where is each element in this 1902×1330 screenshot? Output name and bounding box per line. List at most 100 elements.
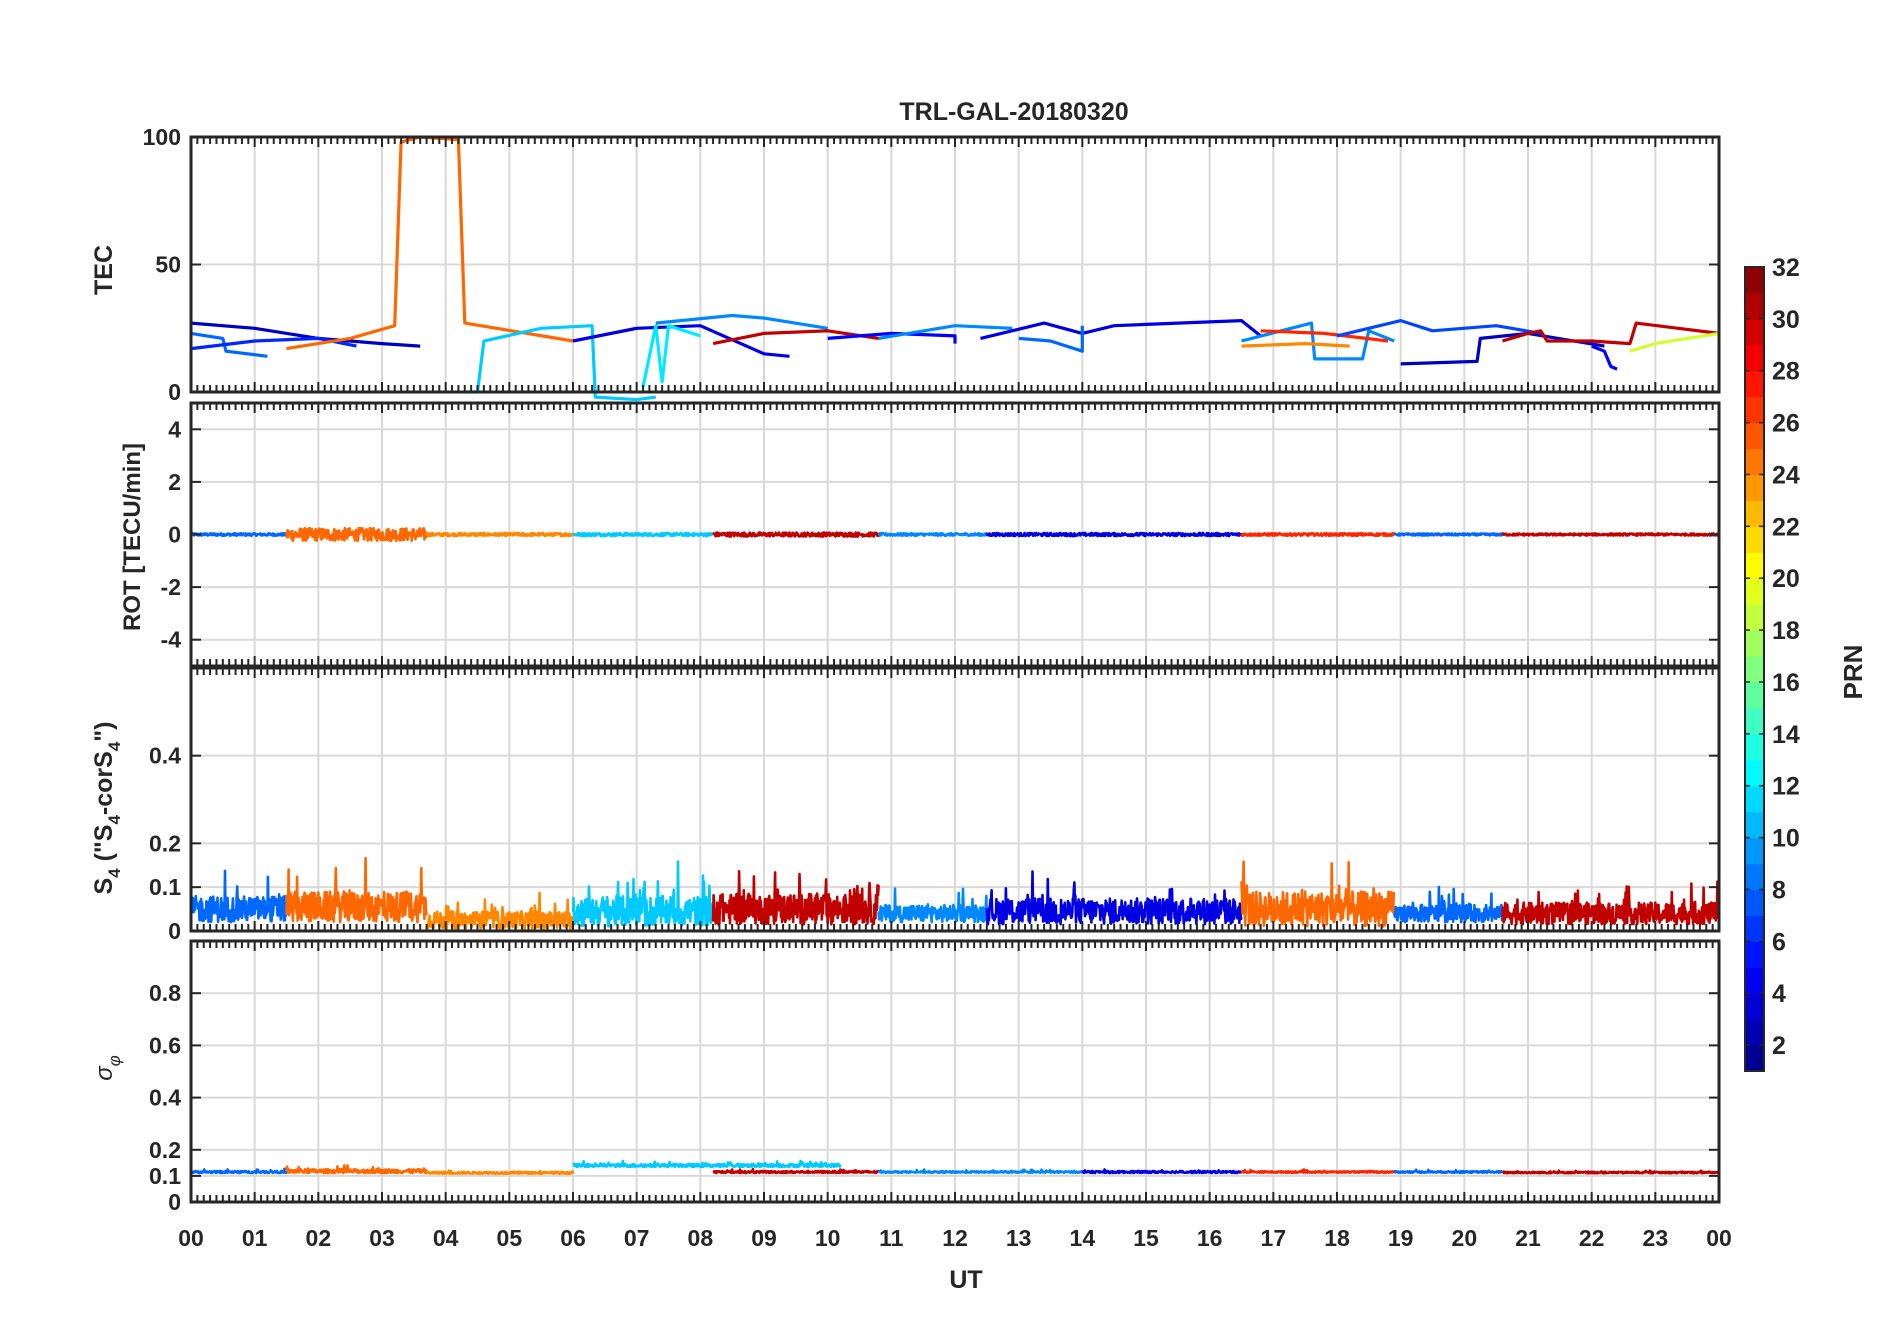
sigma-series-prn-30 bbox=[712, 1167, 880, 1175]
colorbar-tick-label: 22 bbox=[1772, 513, 1800, 541]
colorbar-band bbox=[1745, 656, 1764, 683]
colorbar-tick-label: 18 bbox=[1772, 617, 1800, 645]
x-tick-label: 07 bbox=[624, 1225, 650, 1251]
y-tick-label: 100 bbox=[143, 124, 181, 150]
colorbar-band bbox=[1745, 500, 1764, 527]
colorbar-band bbox=[1745, 1045, 1764, 1072]
x-tick-label: 21 bbox=[1515, 1225, 1541, 1251]
x-tick-label: 12 bbox=[942, 1225, 968, 1251]
tec-series-prn-19 bbox=[1629, 331, 1720, 353]
colorbar-band bbox=[1745, 552, 1764, 579]
x-tick-label: 23 bbox=[1643, 1225, 1669, 1251]
sigma-series-prn-30 bbox=[1501, 1169, 1721, 1175]
rot-series-prn-4 bbox=[985, 531, 1243, 538]
y-tick-label: 0.1 bbox=[149, 1163, 181, 1189]
colorbar-tick-label: 32 bbox=[1772, 254, 1800, 282]
panel-tec-grid bbox=[191, 137, 1719, 392]
colorbar-band bbox=[1745, 785, 1764, 813]
y-tick-label: 0.2 bbox=[149, 830, 181, 856]
tec-axis-label: TEC bbox=[90, 245, 118, 295]
y-tick-label: -2 bbox=[161, 574, 181, 600]
colorbar-band bbox=[1745, 811, 1764, 839]
panel-rot-data bbox=[189, 526, 1720, 543]
colorbar-band bbox=[1745, 370, 1764, 398]
colorbar-label: PRN bbox=[1838, 645, 1868, 700]
colorbar-band bbox=[1745, 292, 1764, 320]
x-tick-label: 10 bbox=[815, 1225, 841, 1251]
y-tick-label: 0.8 bbox=[149, 980, 181, 1006]
y-tick-label: 0.6 bbox=[149, 1032, 181, 1058]
rot-series-prn-30 bbox=[1501, 532, 1720, 537]
x-tick-label: 06 bbox=[560, 1225, 586, 1251]
y-tick-label: 0.4 bbox=[149, 743, 181, 769]
tec-series-prn-12 bbox=[641, 324, 701, 388]
rot-series-prn-11 bbox=[572, 531, 714, 538]
sigma-series-prn-8 bbox=[189, 1167, 288, 1175]
x-tick-label: 03 bbox=[369, 1225, 395, 1251]
sigma-series-prn-11 bbox=[572, 1159, 842, 1169]
s4-series-prn-30 bbox=[711, 869, 880, 926]
y-tick-label: 0 bbox=[168, 918, 181, 944]
colorbar-band bbox=[1745, 707, 1764, 735]
tec-series-prn-5 bbox=[827, 331, 957, 344]
colorbar-band bbox=[1745, 863, 1764, 891]
x-tick-label: 01 bbox=[242, 1225, 268, 1251]
sigma-series-prn-4 bbox=[1081, 1168, 1243, 1175]
colorbar-band bbox=[1745, 422, 1764, 450]
y-tick-label: 0.1 bbox=[149, 874, 181, 900]
s4-series-prn-30 bbox=[1501, 880, 1721, 926]
colorbar-band bbox=[1745, 396, 1764, 424]
colorbar-tick-label: 14 bbox=[1772, 721, 1800, 749]
s4-series-prn-9 bbox=[877, 887, 989, 924]
colorbar-band bbox=[1745, 993, 1764, 1020]
tec-series-prn-27 bbox=[1260, 329, 1389, 343]
tec-series-prn-9 bbox=[1241, 321, 1395, 361]
rot-series-prn-25 bbox=[285, 526, 428, 543]
s4-series-prn-25 bbox=[1240, 860, 1396, 928]
colorbar-band bbox=[1745, 915, 1764, 942]
tec-series-prn-4 bbox=[980, 319, 1262, 340]
colorbar-band bbox=[1745, 681, 1764, 709]
colorbar-frame bbox=[1744, 266, 1765, 1072]
y-tick-label: 2 bbox=[168, 469, 181, 495]
rot-series-prn-8 bbox=[189, 531, 288, 538]
colorbar-tick-label: 8 bbox=[1772, 876, 1786, 904]
y-tick-label: 50 bbox=[155, 252, 181, 278]
tec-series-prn-25 bbox=[286, 135, 574, 351]
colorbar-band bbox=[1745, 733, 1764, 761]
sigma-series-prn-25 bbox=[285, 1164, 428, 1175]
tec-series-prn-30 bbox=[712, 329, 879, 346]
rot-series-prn-27 bbox=[1240, 531, 1396, 538]
x-tick-label: 19 bbox=[1388, 1225, 1414, 1251]
y-tick-label: 0 bbox=[168, 379, 181, 405]
x-tick-label: 02 bbox=[306, 1225, 332, 1251]
s4-series-prn-4 bbox=[985, 870, 1243, 926]
panel-s4-ticks bbox=[190, 668, 1720, 932]
x-tick-label: 00 bbox=[178, 1225, 204, 1251]
x-axis: 00 01 02 03 04 05 06 07 08 09 10 11 12 13 14 15 16 17 18 19… bbox=[178, 1225, 1732, 1251]
rot-series-prn-24 bbox=[425, 531, 574, 538]
x-tick-label: 18 bbox=[1324, 1225, 1350, 1251]
colorbar-band bbox=[1745, 759, 1764, 787]
colorbar-tick-label: 2 bbox=[1772, 1032, 1786, 1060]
tec-series-prn-3 bbox=[1400, 331, 1605, 366]
tec-series-prn-9 bbox=[878, 324, 1013, 340]
colorbar-band bbox=[1745, 344, 1764, 372]
x-tick-label: 20 bbox=[1452, 1225, 1478, 1251]
sigma-series-prn-27 bbox=[1240, 1168, 1396, 1175]
panel-s4-grid bbox=[191, 668, 1719, 931]
tec-series-prn-7 bbox=[1336, 319, 1541, 338]
y-tick-label: 0.4 bbox=[149, 1085, 181, 1111]
y-tick-label: 0 bbox=[168, 522, 181, 548]
sigma-series-prn-9 bbox=[877, 1168, 1084, 1175]
colorbar-band bbox=[1745, 526, 1764, 553]
tec-series-prn-11 bbox=[464, 324, 657, 402]
x-tick-label: 15 bbox=[1133, 1225, 1159, 1251]
x-tick-label: 14 bbox=[1070, 1225, 1096, 1251]
x-tick-label: 22 bbox=[1579, 1225, 1605, 1251]
sigma-series-prn-24 bbox=[425, 1169, 575, 1176]
rot-series-prn-9 bbox=[877, 531, 989, 538]
panel-tec-data bbox=[190, 135, 1720, 402]
